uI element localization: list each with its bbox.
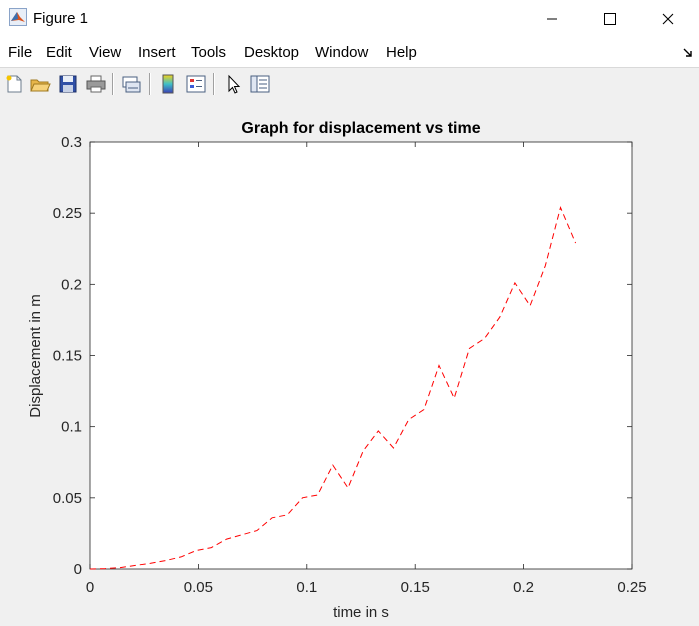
print-icon[interactable] bbox=[85, 73, 107, 95]
minimize-icon bbox=[547, 18, 557, 19]
link-plot-icon[interactable] bbox=[120, 73, 142, 95]
menu-edit[interactable]: Edit bbox=[46, 44, 72, 61]
toolbar-separator bbox=[149, 73, 151, 95]
edit-plot-icon[interactable] bbox=[222, 73, 244, 95]
toolbar-separator bbox=[213, 73, 215, 95]
figure-toolbar bbox=[0, 68, 699, 101]
series-line bbox=[89, 205, 577, 570]
y-tick-label: 0.2 bbox=[61, 276, 82, 293]
window-titlebar: Figure 1 bbox=[0, 0, 699, 37]
x-tick-label: 0.2 bbox=[513, 579, 534, 596]
menu-help[interactable]: Help bbox=[386, 44, 417, 61]
x-tick-label: 0 bbox=[86, 579, 94, 596]
menu-window[interactable]: Window bbox=[315, 44, 369, 61]
property-inspector-icon[interactable] bbox=[249, 73, 271, 95]
menu-insert[interactable]: Insert bbox=[138, 44, 176, 61]
y-tick-label: 0.1 bbox=[61, 419, 82, 436]
x-axis-label: time in s bbox=[333, 604, 389, 621]
menu-tools[interactable]: Tools bbox=[191, 44, 227, 61]
plot-svg: Graph for displacement vs time time in s… bbox=[27, 120, 647, 621]
y-axis-label: Displacement in m bbox=[27, 294, 44, 417]
axes-background bbox=[89, 141, 633, 570]
menu-bar: File Edit View Insert Tools Desktop Wind… bbox=[0, 37, 699, 68]
figure-canvas: Graph for displacement vs time time in s… bbox=[0, 100, 699, 626]
insert-colorbar-icon[interactable] bbox=[157, 73, 179, 95]
new-figure-icon[interactable] bbox=[3, 73, 25, 95]
save-icon[interactable] bbox=[57, 73, 79, 95]
y-tick-label: 0.15 bbox=[53, 348, 82, 365]
minimize-button[interactable] bbox=[529, 0, 575, 37]
y-tick-label: 0.3 bbox=[61, 134, 82, 151]
toolbar-separator bbox=[112, 73, 114, 95]
menu-view[interactable]: View bbox=[89, 44, 122, 61]
menu-desktop[interactable]: Desktop bbox=[244, 44, 300, 61]
maximize-icon bbox=[604, 12, 616, 25]
insert-legend-icon[interactable] bbox=[185, 73, 207, 95]
chart-title: Graph for displacement vs time bbox=[241, 120, 480, 137]
matlab-logo-icon bbox=[9, 8, 27, 26]
maximize-button[interactable] bbox=[587, 0, 633, 37]
x-tick-label: 0.05 bbox=[184, 579, 213, 596]
window-title: Figure 1 bbox=[33, 10, 89, 27]
x-tick-label: 0.15 bbox=[401, 579, 430, 596]
x-tick-label: 0.1 bbox=[296, 579, 317, 596]
dock-arrow-icon[interactable] bbox=[683, 48, 693, 58]
y-tick-label: 0.05 bbox=[53, 490, 82, 507]
close-button[interactable] bbox=[645, 0, 691, 37]
open-file-icon[interactable] bbox=[29, 73, 51, 95]
menu-file[interactable]: File bbox=[8, 44, 33, 61]
y-tick-label: 0.25 bbox=[53, 205, 82, 222]
x-tick-label: 0.25 bbox=[617, 579, 646, 596]
close-icon bbox=[662, 13, 674, 24]
y-tick-label: 0 bbox=[74, 561, 82, 578]
